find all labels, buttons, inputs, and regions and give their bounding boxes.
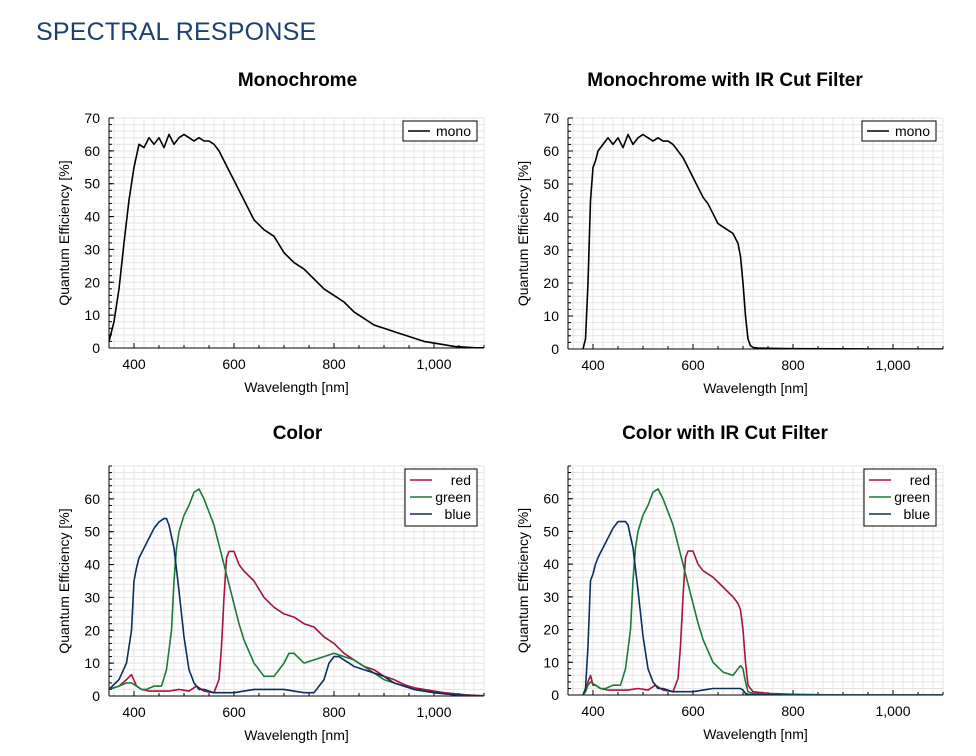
legend-label-blue: blue: [904, 506, 931, 522]
y-tick-label: 10: [84, 655, 100, 671]
x-tick-label: 800: [322, 704, 346, 720]
y-tick-label: 50: [543, 176, 559, 192]
y-tick-label: 10: [543, 308, 559, 324]
chart-title-color-ir-cut: Color with IR Cut Filter: [622, 423, 828, 444]
y-tick-label: 30: [84, 241, 100, 257]
x-tick-label: 400: [122, 356, 146, 372]
legend-label-red: red: [910, 472, 930, 488]
y-tick-label: 50: [84, 176, 100, 192]
legend-box: [861, 120, 937, 142]
x-tick-label: 400: [581, 357, 605, 373]
y-tick-label: 30: [84, 589, 100, 605]
x-tick-label: 1,000: [416, 356, 451, 372]
y-tick-label: 60: [84, 143, 100, 159]
chart-title-monochrome: Monochrome: [237, 70, 358, 91]
x-tick-label: 600: [681, 703, 705, 719]
x-tick-label: 1,000: [875, 357, 910, 373]
y-tick-label: 70: [84, 110, 100, 126]
y-tick-label: 40: [84, 209, 100, 225]
series-line-mono: [109, 133, 484, 348]
x-tick-label: 1,000: [416, 704, 451, 720]
series-line-blue: [582, 520, 943, 695]
legend-label-mono: mono: [436, 123, 471, 139]
series-line-green: [582, 488, 943, 695]
chart-title-monochrome-ir-cut: Monochrome with IR Cut Filter: [587, 70, 863, 91]
y-tick-label: 20: [84, 622, 100, 638]
y-axis-label: Quantum Efficiency [%]: [515, 508, 531, 653]
y-tick-label: 70: [543, 110, 559, 126]
x-tick-label: 600: [222, 356, 246, 372]
x-tick-label: 600: [222, 704, 246, 720]
y-tick-label: 20: [84, 274, 100, 290]
y-tick-label: 50: [84, 524, 100, 540]
legend-label-green: green: [894, 489, 930, 505]
x-tick-label: 1,000: [875, 703, 910, 719]
series-line-blue: [109, 517, 484, 696]
x-tick-label: 400: [581, 703, 605, 719]
y-axis-label: Quantum Efficiency [%]: [56, 160, 72, 305]
y-tick-label: 30: [543, 242, 559, 258]
series-line-red: [109, 550, 484, 696]
y-tick-label: 40: [543, 556, 559, 572]
x-axis-label: Wavelength [nm]: [703, 380, 808, 396]
grid: [109, 117, 485, 348]
y-tick-label: 0: [551, 687, 559, 703]
x-axis-label: Wavelength [nm]: [703, 726, 808, 742]
y-tick-label: 60: [543, 143, 559, 159]
legend-label-green: green: [435, 489, 471, 505]
y-tick-label: 0: [92, 688, 100, 704]
grid: [568, 465, 944, 695]
legend-label-mono: mono: [895, 123, 930, 139]
page-title: SPECTRAL RESPONSE: [36, 18, 317, 46]
x-axis-label: Wavelength [nm]: [244, 727, 349, 743]
legend: mono: [861, 120, 937, 142]
y-tick-label: 10: [543, 654, 559, 670]
legend-box: [402, 120, 478, 142]
y-tick-label: 60: [543, 491, 559, 507]
x-axis-label: Wavelength [nm]: [244, 379, 349, 395]
grid: [568, 117, 944, 349]
legend-label-blue: blue: [445, 506, 472, 522]
chart-title-color: Color: [272, 423, 323, 444]
y-tick-label: 20: [543, 622, 559, 638]
y-tick-label: 40: [543, 209, 559, 225]
x-tick-label: 800: [322, 356, 346, 372]
y-axis-label: Quantum Efficiency [%]: [56, 508, 72, 653]
y-tick-label: 0: [92, 340, 100, 356]
x-tick-label: 800: [781, 357, 805, 373]
legend: mono: [402, 120, 478, 142]
y-tick-label: 20: [543, 275, 559, 291]
x-tick-label: 600: [681, 357, 705, 373]
y-tick-label: 40: [84, 557, 100, 573]
y-tick-label: 60: [84, 491, 100, 507]
y-tick-label: 30: [543, 589, 559, 605]
y-tick-label: 10: [84, 307, 100, 323]
y-tick-label: 0: [551, 341, 559, 357]
x-tick-label: 400: [122, 704, 146, 720]
x-tick-label: 800: [781, 703, 805, 719]
legend-label-red: red: [451, 472, 471, 488]
y-tick-label: 50: [543, 523, 559, 539]
y-axis-label: Quantum Efficiency [%]: [515, 161, 531, 306]
series-line-mono: [582, 133, 943, 349]
